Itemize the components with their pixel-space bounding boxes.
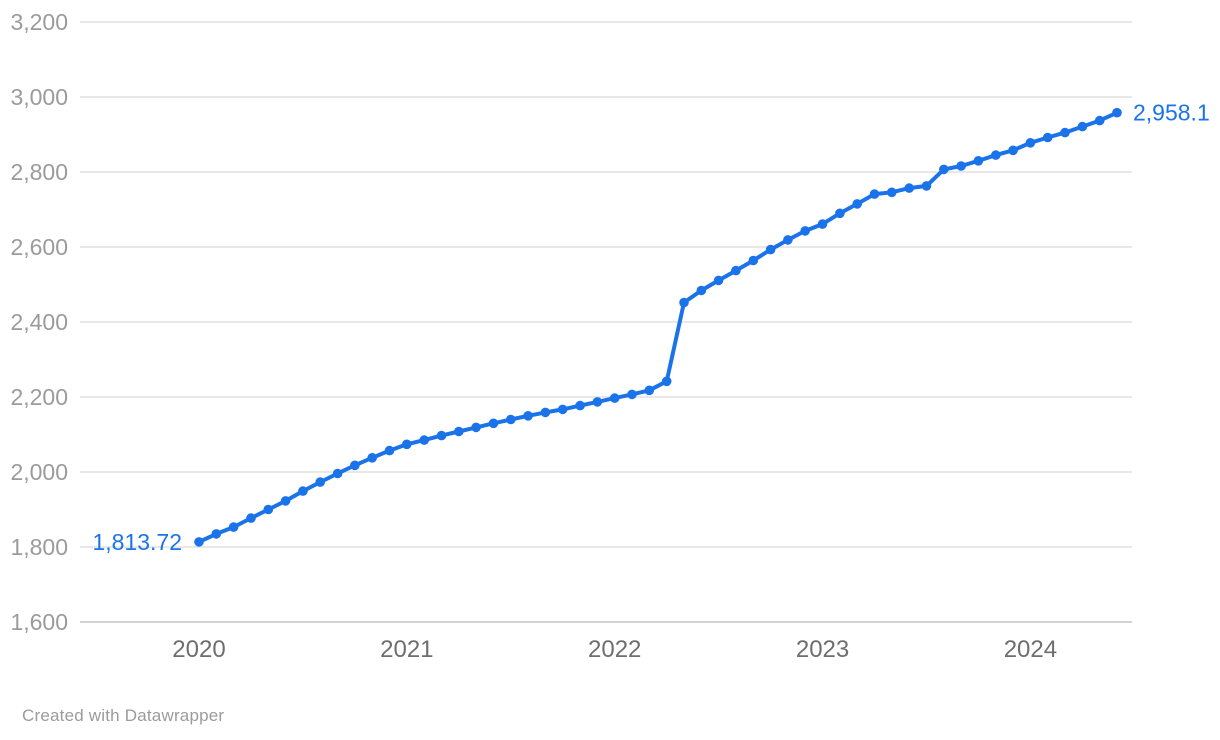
data-point[interactable] [1094, 115, 1105, 126]
y-axis-tick-label: 1,800 [10, 534, 68, 560]
data-point[interactable] [246, 513, 256, 523]
line-chart[interactable]: 1,600 1,800 2,000 2,200 2,400 2,600 2,800 3,000… [0, 0, 1220, 690]
data-point[interactable] [350, 460, 360, 471]
data-point[interactable] [419, 435, 430, 445]
data-point[interactable] [280, 496, 291, 506]
data-point[interactable] [731, 265, 741, 276]
data-point[interactable] [904, 183, 914, 193]
x-axis-tick-label: 2023 [796, 636, 849, 663]
data-point[interactable] [1112, 107, 1122, 118]
x-axis-tick-label: 2024 [1004, 636, 1057, 663]
data-point[interactable] [523, 411, 533, 421]
data-point[interactable] [921, 181, 932, 191]
data-point[interactable] [315, 477, 326, 487]
y-axis-tick-label: 3,200 [10, 9, 68, 35]
y-axis-tick-label: 3,000 [10, 84, 68, 110]
datawrapper-attribution-link[interactable]: Created with Datawrapper [22, 706, 225, 725]
data-point[interactable] [644, 385, 655, 396]
x-axis-tick-label: 2022 [588, 636, 641, 663]
x-axis-tick-label: 2021 [380, 636, 433, 663]
data-point[interactable] [939, 164, 949, 175]
data-point[interactable] [1042, 132, 1053, 143]
data-point[interactable] [194, 537, 204, 547]
data-point[interactable] [454, 426, 464, 437]
data-point[interactable] [575, 400, 585, 411]
y-axis-tick-label: 2,200 [10, 384, 68, 410]
data-point[interactable] [869, 189, 880, 199]
data-point[interactable] [540, 407, 551, 418]
data-point[interactable] [991, 150, 1001, 160]
data-point[interactable] [956, 161, 966, 171]
data-point[interactable] [973, 156, 984, 166]
x-axis-tick-label: 2020 [172, 636, 225, 663]
data-point[interactable] [1077, 121, 1088, 132]
data-point[interactable] [627, 389, 637, 400]
data-point[interactable] [384, 445, 395, 456]
data-point[interactable] [1060, 127, 1070, 138]
data-point[interactable] [436, 430, 447, 441]
data-point[interactable] [367, 453, 378, 463]
data-point[interactable] [471, 422, 481, 433]
y-axis-tick-label: 2,400 [10, 309, 68, 335]
data-point[interactable] [557, 404, 568, 415]
data-point[interactable] [1008, 145, 1018, 156]
y-axis-tick-label: 2,000 [10, 459, 68, 485]
data-point[interactable] [713, 275, 724, 286]
data-point[interactable] [661, 376, 672, 387]
data-point[interactable] [852, 199, 862, 209]
data-point[interactable] [1025, 138, 1036, 148]
data-point[interactable] [835, 208, 845, 219]
y-axis-tick-label: 2,600 [10, 234, 68, 260]
data-point[interactable] [402, 439, 412, 450]
data-point[interactable] [263, 504, 274, 515]
last-value-label: 2,958.1 [1133, 100, 1210, 126]
data-point[interactable] [817, 219, 828, 229]
data-point[interactable] [211, 529, 222, 539]
data-point[interactable] [800, 226, 810, 236]
data-point[interactable] [332, 468, 343, 479]
data-point[interactable] [228, 522, 239, 532]
data-point[interactable] [887, 187, 897, 198]
data-point[interactable] [609, 393, 620, 403]
first-value-label: 1,813.72 [92, 529, 182, 555]
y-axis-tick-label: 1,600 [10, 609, 68, 635]
data-point[interactable] [679, 297, 689, 308]
data-point[interactable] [592, 397, 603, 407]
data-point[interactable] [748, 255, 759, 266]
data-point[interactable] [506, 414, 516, 425]
data-point[interactable] [783, 235, 793, 245]
y-axis-tick-label: 2,800 [10, 159, 68, 185]
data-point[interactable] [696, 285, 707, 296]
data-point[interactable] [298, 486, 308, 496]
data-point[interactable] [488, 418, 499, 429]
data-point[interactable] [765, 244, 776, 255]
